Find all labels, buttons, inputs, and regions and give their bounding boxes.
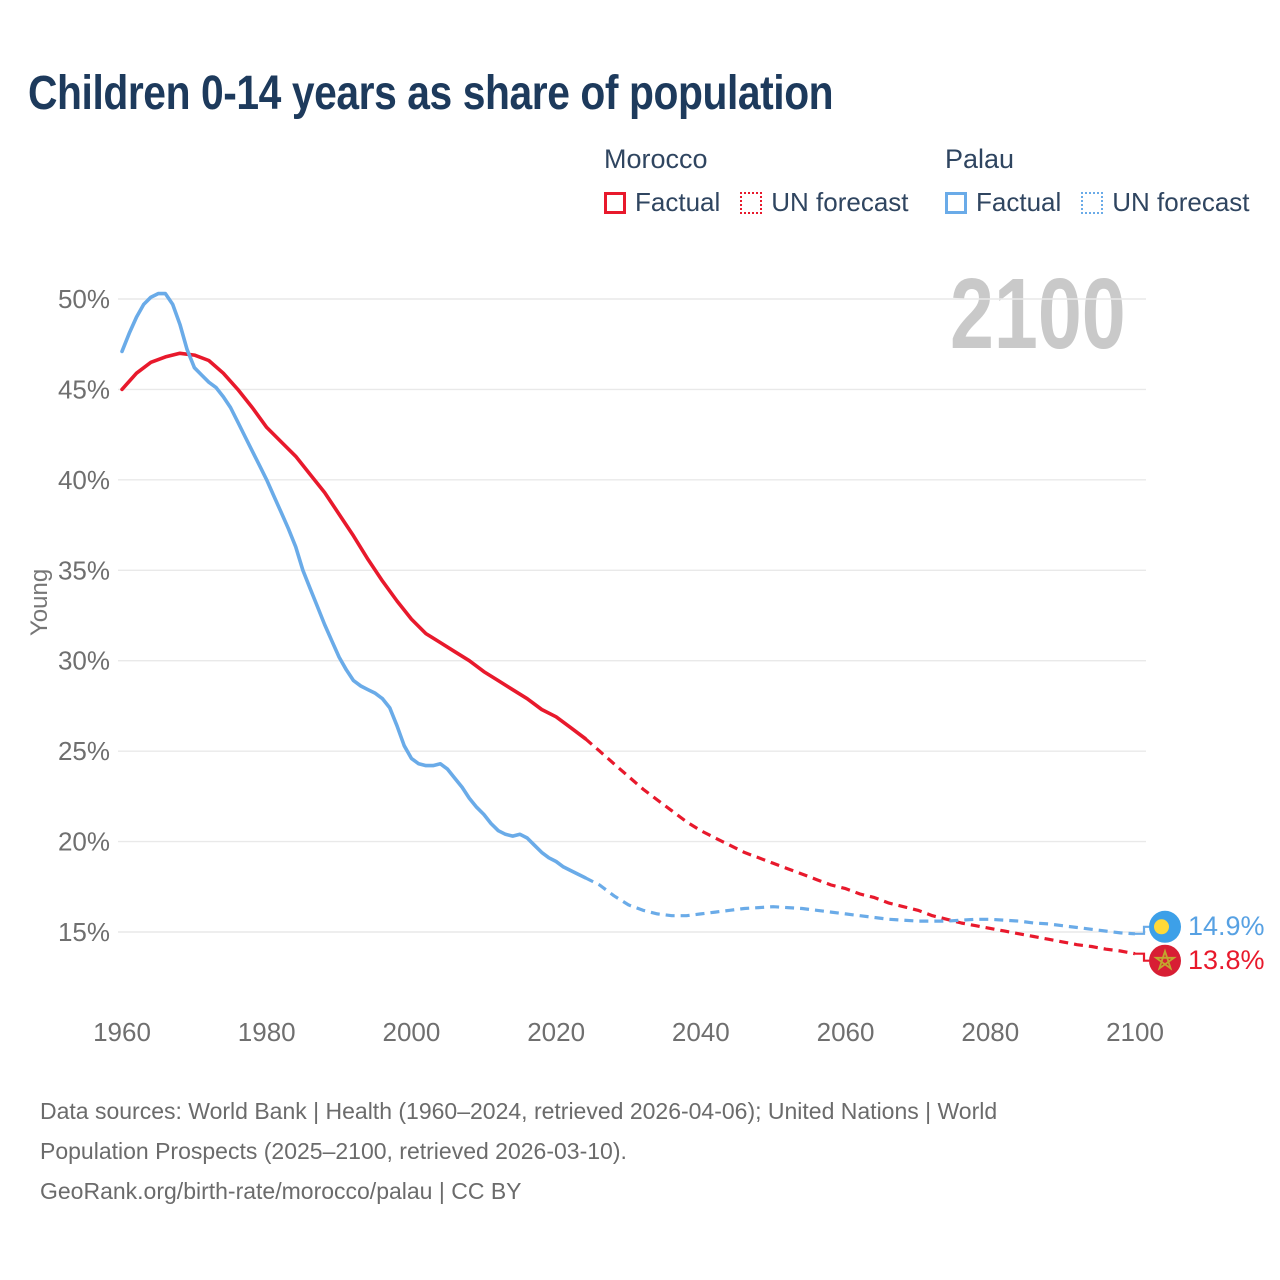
palau-forecast-swatch-icon [1081,191,1104,214]
y-tick-15: 15% [58,917,110,947]
legend-country-palau: Palau [945,144,1015,174]
morocco-factual-swatch-icon [604,191,626,214]
page-title: Children 0-14 years as share of populati… [28,67,834,120]
morocco-forecast-swatch-icon [740,191,763,214]
palau-factual-swatch-icon [945,191,967,214]
x-tick-2000: 2000 [383,1017,441,1047]
footer-line-1: Data sources: World Bank | Health (1960–… [40,1098,998,1124]
legend-group-palau: Palau Factual UN forecast [945,144,1250,218]
y-tick-50: 50% [58,284,110,314]
legend-item-morocco-forecast[interactable]: UN forecast [740,187,909,218]
x-tick-2020: 2020 [527,1017,585,1047]
legend-label: UN forecast [771,187,909,217]
series-morocco-factual [120,351,587,741]
connector-morocco [1135,952,1149,962]
series-palau-un-forecast [584,876,1136,936]
series-palau-factual [120,291,587,880]
y-tick-20: 20% [58,827,110,857]
footer-line-3: GeoRank.org/birth-rate/morocco/palau | C… [40,1178,522,1204]
legend-country-morocco: Morocco [604,144,708,174]
value-label-morocco: 13.8% [1188,945,1265,975]
footer: Data sources: World Bank | Health (1960–… [40,1091,997,1211]
x-tick-2060: 2060 [817,1017,875,1047]
x-tick-1980: 1980 [238,1017,296,1047]
legend-group-morocco: Morocco Factual UN forecast [604,144,909,218]
legend-item-morocco-factual[interactable]: Factual [604,187,720,218]
footer-line-2: Population Prospects (2025–2100, retriev… [40,1138,627,1164]
legend-item-palau-factual[interactable]: Factual [945,187,1061,218]
flag-morocco-icon [1149,944,1181,977]
value-label-palau: 14.9% [1188,911,1265,941]
watermark-year: 2100 [950,258,1126,370]
y-tick-35: 35% [58,555,110,585]
palau-moon-icon [1154,919,1169,935]
x-tick-2100: 2100 [1106,1017,1164,1047]
y-tick-45: 45% [58,374,110,404]
series-morocco-un-forecast [584,737,1136,956]
legend-item-palau-forecast[interactable]: UN forecast [1081,187,1250,218]
y-tick-30: 30% [58,646,110,676]
legend-label: Factual [976,187,1062,217]
connector-palau [1135,925,1149,935]
legend-label: UN forecast [1112,187,1250,217]
y-tick-25: 25% [58,736,110,766]
x-tick-1960: 1960 [93,1017,151,1047]
y-tick-40: 40% [58,465,110,495]
morocco-star-icon [1153,948,1177,971]
x-tick-2080: 2080 [961,1017,1019,1047]
legend-label: Factual [635,187,721,217]
x-tick-2040: 2040 [672,1017,730,1047]
